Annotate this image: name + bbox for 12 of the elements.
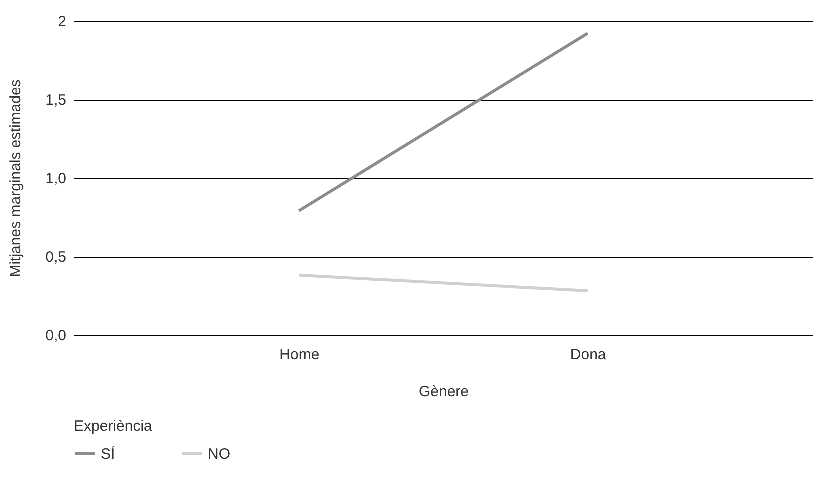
y-tick-label: 0,5 [46, 249, 66, 266]
x-tick-label: Home [280, 346, 320, 364]
y-axis-title: Mitjanes marginals estimades [8, 80, 25, 278]
legend-title: Experiència [74, 418, 154, 435]
y-tick-label: 2 [58, 14, 66, 30]
y-tick-label: 1,0 [46, 170, 66, 188]
legend-label: NO [208, 446, 230, 463]
x-axis-title: Gènere [418, 384, 470, 400]
x-tick-label: Dona [570, 346, 607, 364]
legend-label: SÍ [101, 444, 116, 463]
y-tick-label: 1,5 [46, 92, 66, 109]
y-tick-label: 0,0 [46, 328, 66, 344]
